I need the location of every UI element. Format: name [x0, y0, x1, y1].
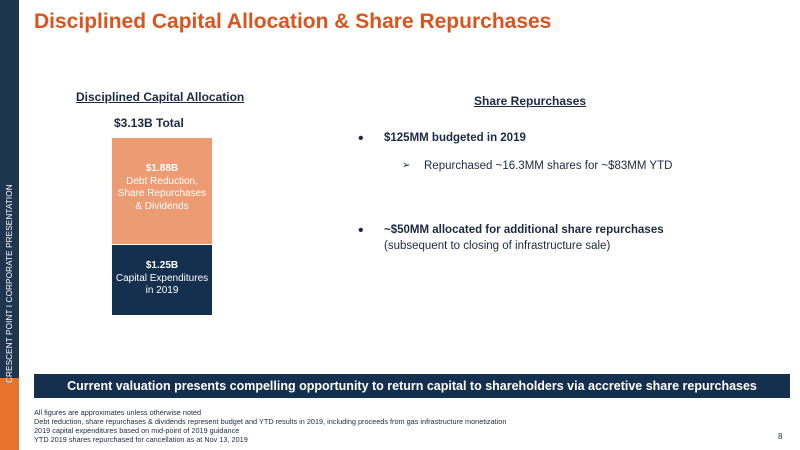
footnote: 2019 capital expenditures based on mid-p…: [34, 426, 240, 435]
conclusion-banner: Current valuation presents compelling op…: [34, 374, 790, 398]
bullet-allocated-note: (subsequent to closing of infrastructure…: [384, 240, 611, 252]
debt-reduction-amount: $1.88B: [145, 163, 179, 174]
conclusion-banner-text: Current valuation presents compelling op…: [67, 379, 757, 393]
arrow-bullet-icon: ➢: [402, 160, 411, 171]
bullet-dot-icon: •: [358, 222, 364, 239]
debt-reduction-line1: Debt Reduction,: [126, 175, 198, 187]
slide-title: Disciplined Capital Allocation & Share R…: [34, 10, 552, 33]
bullet-allocated: ~$50MM allocated for additional share re…: [384, 224, 664, 236]
capex-line2: in 2019: [145, 285, 179, 296]
footnote: Debt reduction, share repurchases & divi…: [34, 417, 507, 426]
bullet-dot-icon: •: [358, 130, 364, 147]
bullet-budget: $125MM budgeted in 2019: [384, 132, 526, 144]
sidebar: [0, 0, 19, 450]
debt-reduction-line2: Share Repurchases: [117, 188, 207, 199]
debt-reduction-line3: & Dividends: [135, 200, 189, 212]
debt-reduction-label: $1.88B Debt Reduction, Share Repurchases…: [112, 163, 212, 213]
capex-line1: Capital Expenditures: [115, 272, 209, 284]
footnote: YTD 2019 shares repurchased for cancella…: [34, 435, 248, 444]
footnotes: All figures are approximates unless othe…: [34, 408, 506, 444]
repurchases-heading: Share Repurchases: [474, 94, 587, 108]
allocation-total: $3.13B Total: [114, 116, 184, 130]
sub-bullet-repurchased: Repurchased ~16.3MM shares for ~$83MM YT…: [424, 160, 673, 172]
debt-reduction-block: $1.88B Debt Reduction, Share Repurchases…: [112, 138, 212, 244]
allocation-heading: Disciplined Capital Allocation: [76, 90, 245, 104]
sidebar-label-text: CRESCENT POINT I CORPORATE PRESENTATION: [5, 184, 14, 383]
capex-amount: $1.25B: [145, 260, 179, 271]
page-number: 8: [778, 432, 783, 441]
sidebar-accent: [0, 378, 19, 450]
capex-block: $1.25B Capital Expenditures in 2019: [112, 245, 212, 315]
footnote: All figures are approximates unless othe…: [34, 408, 202, 417]
capex-label: $1.25B Capital Expenditures in 2019: [112, 260, 212, 298]
